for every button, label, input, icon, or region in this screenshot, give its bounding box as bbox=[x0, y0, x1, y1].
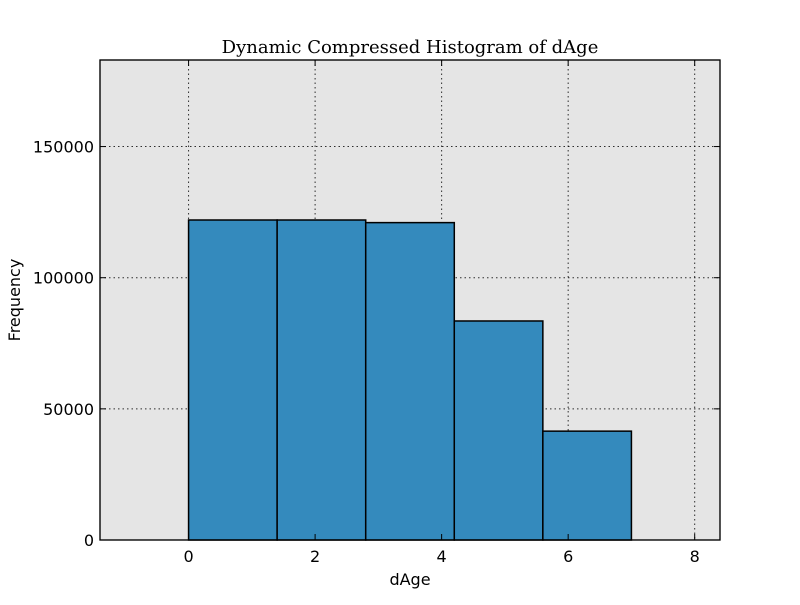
histogram-bar bbox=[542, 430, 633, 541]
x-tick-label: 6 bbox=[563, 547, 573, 566]
bars-layer bbox=[187, 219, 633, 541]
y-axis-label: Frequency bbox=[5, 259, 24, 342]
x-tick-label: 2 bbox=[310, 547, 320, 566]
y-tick-label: 100000 bbox=[33, 269, 94, 288]
x-tick-label: 8 bbox=[690, 547, 700, 566]
x-tick-label: 0 bbox=[183, 547, 193, 566]
y-tick-label: 150000 bbox=[33, 138, 94, 157]
chart-title: Dynamic Compressed Histogram of dAge bbox=[222, 37, 599, 58]
x-tick-label: 4 bbox=[437, 547, 447, 566]
histogram-bar bbox=[187, 219, 278, 541]
plot-frame bbox=[99, 59, 721, 541]
histogram-bar bbox=[276, 219, 367, 541]
y-tick-label: 0 bbox=[84, 531, 94, 550]
histogram-bar bbox=[364, 221, 456, 541]
x-axis-label: dAge bbox=[389, 570, 430, 589]
y-tick-label: 50000 bbox=[43, 400, 94, 419]
histogram-bar bbox=[453, 320, 544, 541]
ticks-layer: 0 2 4 6 8 0 50000 100000 150000 bbox=[33, 59, 721, 566]
